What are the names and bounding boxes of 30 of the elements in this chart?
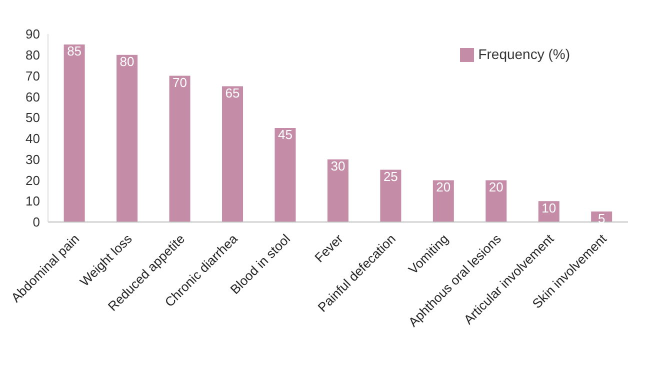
y-tick-label: 60 (26, 89, 40, 104)
data-label: 65 (225, 85, 240, 100)
bar (327, 159, 348, 222)
bar (116, 54, 138, 222)
y-tick-label: 30 (26, 152, 40, 167)
y-tick-label: 80 (26, 48, 40, 63)
y-tick-label: 40 (26, 131, 40, 146)
data-label: 20 (488, 179, 504, 194)
data-label: 80 (120, 54, 134, 70)
bar (274, 128, 296, 222)
legend-label: Frequency (%) (478, 46, 570, 62)
bar (486, 180, 507, 222)
data-label: 20 (436, 179, 451, 194)
y-tick-label: 70 (26, 68, 40, 84)
bar (432, 180, 454, 222)
data-label: 10 (542, 200, 556, 216)
y-tick-label: 10 (26, 194, 40, 209)
y-tick-label: 90 (26, 26, 40, 42)
bar (169, 76, 190, 222)
y-tick-label: 0 (32, 214, 40, 230)
bar (222, 86, 243, 222)
data-label: 30 (330, 158, 346, 174)
bar (380, 170, 402, 222)
data-label: 45 (278, 127, 292, 142)
data-label: 70 (172, 75, 188, 90)
y-tick-label: 50 (26, 110, 40, 126)
bar (64, 44, 85, 222)
data-label: 25 (383, 169, 398, 184)
data-label: 85 (67, 44, 82, 59)
y-tick-label: 20 (26, 172, 40, 188)
